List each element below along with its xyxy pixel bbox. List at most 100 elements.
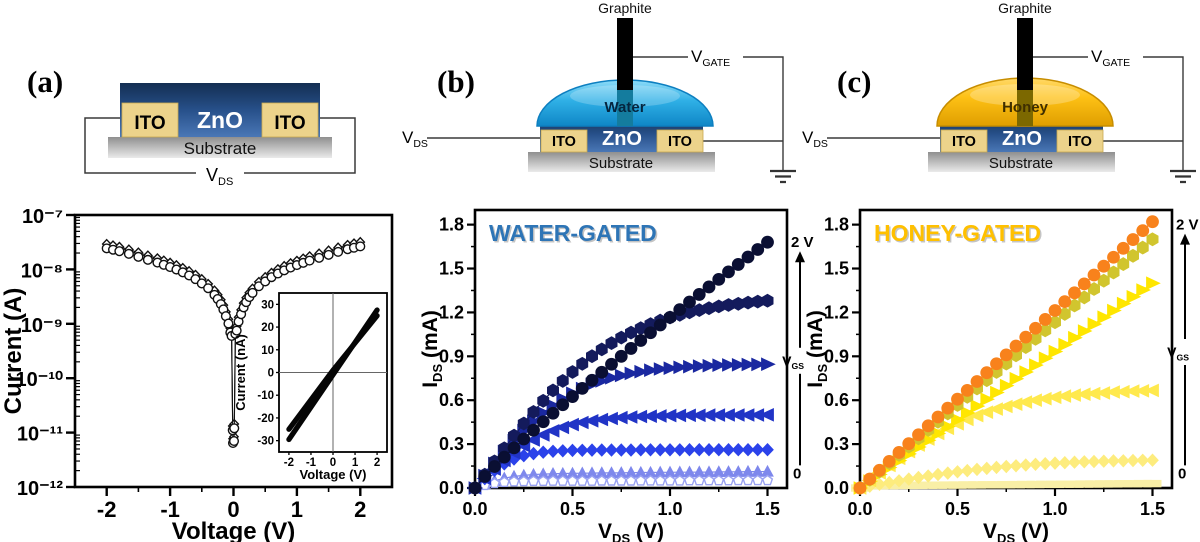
series-honey-vgs-5 [853, 453, 1159, 495]
graphite-rod-immersed [617, 88, 633, 126]
svg-text:1.8: 1.8 [439, 215, 464, 235]
svg-text:2: 2 [374, 457, 380, 469]
svg-text:0.0: 0.0 [847, 499, 872, 519]
svg-text:10⁻⁸: 10⁻⁸ [21, 260, 63, 282]
svg-text:1.0: 1.0 [1042, 499, 1067, 519]
ito-electrode-right [1056, 129, 1104, 153]
svg-text:0: 0 [227, 497, 239, 522]
graphite-rod [1017, 18, 1033, 90]
svg-text:0.9: 0.9 [439, 346, 464, 366]
svg-text:2 V: 2 V [791, 234, 814, 251]
chart-WATER-GATED: 0.0 0.5 1.0 1.5 0.0 0.3 0.6 0.9 1.2 1.5 1.8 VDS (V)… [420, 208, 814, 542]
ito-electrode-left [940, 129, 988, 153]
zno-label: ZnO [197, 107, 243, 133]
svg-text:1.5: 1.5 [755, 499, 780, 519]
svg-text:VDS (V): VDS (V) [983, 520, 1049, 542]
svg-text:10⁻⁷: 10⁻⁷ [22, 206, 63, 228]
series-sweep-circles [101, 241, 366, 449]
series-honey-vgs-3 [853, 276, 1161, 495]
svg-text:Current (nA): Current (nA) [233, 334, 248, 411]
svg-text:30: 30 [261, 299, 274, 311]
svg-text:-1: -1 [160, 497, 180, 522]
substrate-label: Substrate [184, 139, 257, 158]
svg-text:1.8: 1.8 [824, 215, 849, 235]
vds-label: VDS [402, 128, 428, 150]
panel-c-tag: (c) [837, 64, 871, 99]
graphite-label: Graphite [998, 0, 1052, 16]
svg-text:10⁻¹⁰: 10⁻¹⁰ [16, 369, 63, 391]
ito-electrode-left [540, 129, 588, 153]
svg-text:0.5: 0.5 [560, 499, 585, 519]
ito-left-label: ITO [134, 113, 165, 134]
ito-electrode-right [656, 129, 704, 153]
panel-a-iv-chart: -2 -1 0 1 210⁻⁷10⁻⁸10⁻⁹10⁻¹⁰10⁻¹¹10⁻¹²Voltag… [0, 206, 394, 542]
svg-text:0: 0 [330, 457, 336, 469]
vgate-wire [1033, 56, 1184, 171]
svg-text:10⁻⁹: 10⁻⁹ [21, 315, 63, 337]
ito-electrode-right [261, 102, 319, 138]
svg-text:0.9: 0.9 [824, 346, 849, 366]
vgate-wire [633, 56, 784, 171]
chart-iv-sweep: -2 -1 0 1 210⁻⁷10⁻⁸10⁻⁹10⁻¹⁰10⁻¹¹10⁻¹²Voltag… [0, 206, 394, 542]
graphite-rod-immersed [1017, 88, 1033, 126]
zno-label: ZnO [602, 128, 642, 150]
svg-text:WATER-GATED: WATER-GATED [489, 220, 657, 246]
svg-text:WATER-GATED: WATER-GATED [491, 222, 659, 248]
svg-text:0.0: 0.0 [824, 478, 849, 498]
panel-b-output-chart: 0.0 0.5 1.0 1.5 0.0 0.3 0.6 0.9 1.2 1.5 1.8 VDS (V)… [420, 208, 814, 542]
svg-text:1.5: 1.5 [1140, 499, 1165, 519]
svg-text:-10: -10 [257, 390, 274, 402]
svg-text:IDS (mA): IDS (mA) [805, 310, 830, 388]
svg-text:-30: -30 [257, 436, 274, 448]
svg-text:HONEY-GATED: HONEY-GATED [874, 220, 1041, 246]
ito-right-label: ITO [1068, 134, 1092, 150]
svg-text:10⁻¹²: 10⁻¹² [17, 478, 63, 500]
svg-text:20: 20 [261, 322, 274, 334]
ito-left-label: ITO [552, 134, 576, 150]
svg-text:-2: -2 [284, 457, 294, 469]
vgate-label: VGATE [691, 47, 730, 69]
svg-text:0.3: 0.3 [824, 434, 849, 454]
svg-text:0.0: 0.0 [439, 478, 464, 498]
graphite-rod [617, 18, 633, 90]
series-water-vgs-4 [466, 408, 774, 495]
liquid-label: Honey [1002, 99, 1049, 116]
ground-icon [1170, 169, 1196, 184]
svg-text:Voltage (V): Voltage (V) [300, 467, 367, 482]
liquid-label: Water [604, 99, 645, 116]
chart-HONEY-GATED: 0.0 0.5 1.0 1.5 0.0 0.3 0.6 0.9 1.2 1.5 1.8 VDS (V)… [805, 208, 1199, 542]
svg-text:0.5: 0.5 [945, 499, 970, 519]
svg-text:1.5: 1.5 [439, 259, 464, 279]
svg-text:Current (A): Current (A) [0, 288, 27, 415]
svg-text:1: 1 [291, 497, 303, 522]
svg-text:2: 2 [354, 497, 366, 522]
svg-text:1.0: 1.0 [657, 499, 682, 519]
ito-electrode-left [121, 102, 179, 138]
series-honey-vgs-max [853, 215, 1159, 495]
series-water-vgs-max [468, 235, 774, 495]
substrate [928, 152, 1115, 172]
svg-text:0: 0 [268, 368, 274, 380]
svg-text:1.5: 1.5 [824, 259, 849, 279]
svg-text:VGS: VGS [1167, 344, 1189, 362]
svg-text:VDS (V): VDS (V) [598, 520, 664, 542]
svg-text:1: 1 [352, 457, 359, 469]
svg-text:10⁻¹¹: 10⁻¹¹ [17, 424, 63, 446]
svg-text:1.2: 1.2 [824, 302, 849, 322]
svg-text:-2: -2 [97, 497, 117, 522]
substrate-label: Substrate [989, 155, 1053, 172]
svg-text:10: 10 [261, 345, 274, 357]
svg-text:0.6: 0.6 [439, 390, 464, 410]
ito-right-label: ITO [274, 113, 305, 134]
panel-b-tag: (b) [437, 64, 475, 99]
ground-icon [770, 169, 796, 184]
graphite-label: Graphite [598, 0, 652, 16]
vgate-label: VGATE [1091, 47, 1130, 69]
svg-text:-1: -1 [306, 457, 317, 469]
panel-c-schematic: (c) Graphite VGATE VDS Honey ZnO ITO ITO… [802, 0, 1196, 184]
svg-text:0: 0 [1178, 465, 1186, 482]
svg-text:0: 0 [793, 465, 801, 482]
svg-text:IDS (mA): IDS (mA) [420, 310, 445, 388]
